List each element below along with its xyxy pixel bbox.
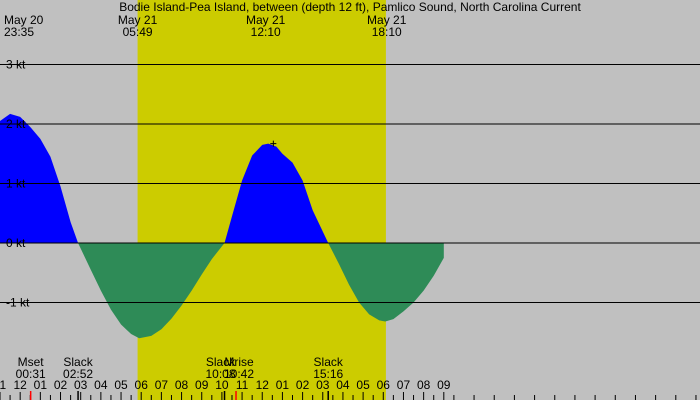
hour-tick-label: 11 <box>0 378 7 392</box>
event-name: Slack <box>314 355 344 369</box>
y-tick-label: 1 kt <box>6 177 26 191</box>
hour-tick-label: 07 <box>397 378 411 392</box>
event-time: 10:08 <box>206 367 236 381</box>
hour-tick-label: 06 <box>377 378 391 392</box>
hour-tick-label: 09 <box>195 378 209 392</box>
hour-tick-label: 01 <box>276 378 290 392</box>
header-event-date: May 21 <box>118 13 158 27</box>
hour-tick-label: 12 <box>256 378 270 392</box>
hour-tick-label: 02 <box>54 378 68 392</box>
event-time: 00:31 <box>16 367 46 381</box>
hour-tick-label: 11 <box>236 378 249 392</box>
y-tick-label: 3 kt <box>6 58 26 72</box>
event-name: Mset <box>18 355 45 369</box>
event-name: Mrise <box>224 355 254 369</box>
header-event-date: May 21 <box>367 13 407 27</box>
bottom-event-labels: Mset00:31Slack02:52Slack10:08Mrise10:42S… <box>16 355 344 381</box>
header-event-time: 18:10 <box>372 25 402 39</box>
chart-title: Bodie Island-Pea Island, between (depth … <box>119 0 581 14</box>
y-tick-labels: 3 kt 2 kt 1 kt 0 kt -1 kt <box>6 58 30 310</box>
header-event-date: May 21 <box>246 13 286 27</box>
hour-axis: 11 12 01 02 03 04 05 06 07 08 09 10 11 12 01 02 03 04 05 06… <box>0 378 697 400</box>
hour-tick-label: 05 <box>114 378 128 392</box>
hour-tick-label: 04 <box>94 378 108 392</box>
y-gridlines <box>0 64 700 303</box>
hour-tick-label: 10 <box>215 378 229 392</box>
y-tick-label: 0 kt <box>6 236 26 250</box>
hour-tick-label: 08 <box>175 378 189 392</box>
ebb-current-area <box>0 243 444 339</box>
header-event-time: 12:10 <box>251 25 281 39</box>
hour-tick-label: 03 <box>316 378 330 392</box>
hour-tick-label: 02 <box>296 378 310 392</box>
flood-current-area <box>0 113 444 243</box>
hour-tick-label: 09 <box>437 378 451 392</box>
header-event-time: 23:35 <box>4 25 34 39</box>
max-flood-marker <box>270 140 277 147</box>
hour-tick-label: 03 <box>74 378 88 392</box>
event-name: Slack <box>63 355 93 369</box>
header-event-time: 05:49 <box>123 25 153 39</box>
hour-tick-label: 12 <box>13 378 27 392</box>
hour-tick-label: 08 <box>417 378 431 392</box>
event-time: 15:16 <box>313 367 343 381</box>
hour-tick-label: 07 <box>155 378 169 392</box>
y-tick-label: -1 kt <box>6 296 30 310</box>
event-time: 10:42 <box>224 367 254 381</box>
y-tick-label: 2 kt <box>6 117 26 131</box>
header-event-date: May 20 <box>4 13 44 27</box>
event-name: Slack <box>206 355 236 369</box>
hour-tick-label: 01 <box>34 378 48 392</box>
hour-tick-label: 05 <box>356 378 370 392</box>
hour-tick-label: 04 <box>336 378 350 392</box>
event-time: 02:52 <box>63 367 93 381</box>
hour-tick-label: 06 <box>135 378 149 392</box>
